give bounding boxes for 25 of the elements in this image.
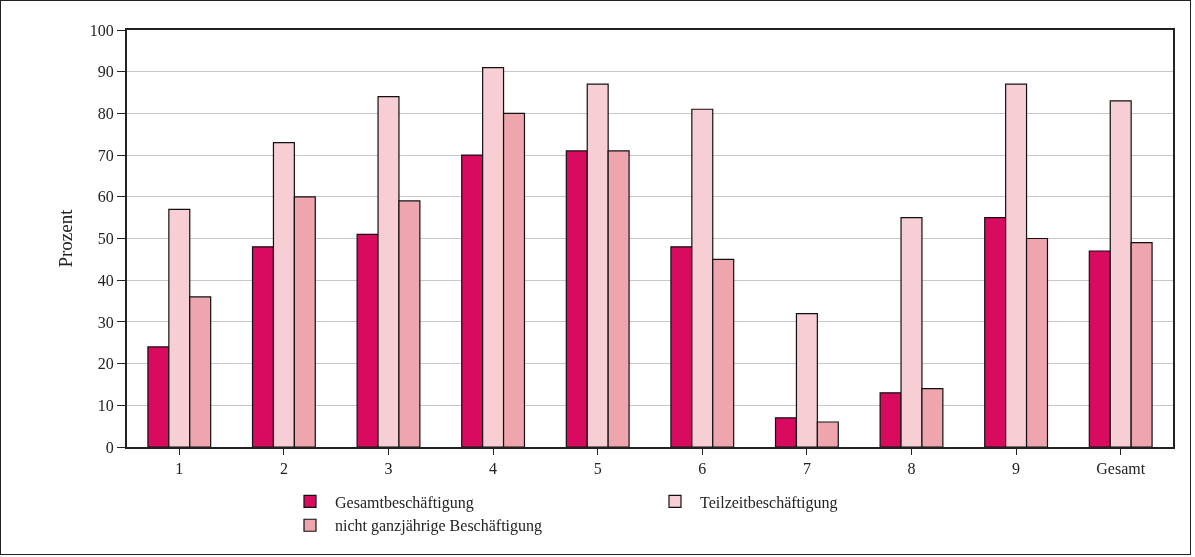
x-tick-label: 6 (698, 460, 707, 478)
x-tick-label: 4 (489, 460, 498, 478)
x-tick-label: 3 (384, 460, 393, 478)
x-tick-label: 5 (593, 460, 602, 478)
x-tick-label: 9 (1012, 460, 1021, 478)
x-tick-label: Gesamt (1096, 460, 1146, 478)
legend-label: nicht ganzjährige Beschäftigung (335, 517, 543, 536)
y-axis-title: Prozent (55, 208, 77, 268)
x-tick-label: 7 (802, 460, 811, 478)
x-tick-label: 1 (175, 460, 184, 478)
y-tick-label: 70 (97, 146, 114, 164)
y-tick-label: 10 (97, 396, 114, 414)
y-tick-label: 100 (89, 21, 114, 39)
y-tick-label: 40 (97, 271, 114, 289)
y-tick-label: 30 (97, 313, 114, 331)
x-tick-label: 2 (279, 460, 288, 478)
legend-label: Gesamtbeschäftigung (335, 493, 474, 512)
y-tick-label: 80 (97, 105, 114, 122)
y-tick-label: 20 (97, 355, 114, 373)
legend-label: Teilzeitbeschäftigung (700, 493, 838, 512)
y-tick-label: 0 (105, 438, 114, 456)
x-tick-label: 8 (907, 460, 916, 478)
y-tick-label: 60 (97, 188, 114, 206)
y-tick-label: 50 (97, 230, 114, 248)
y-tick-label: 90 (97, 63, 114, 81)
